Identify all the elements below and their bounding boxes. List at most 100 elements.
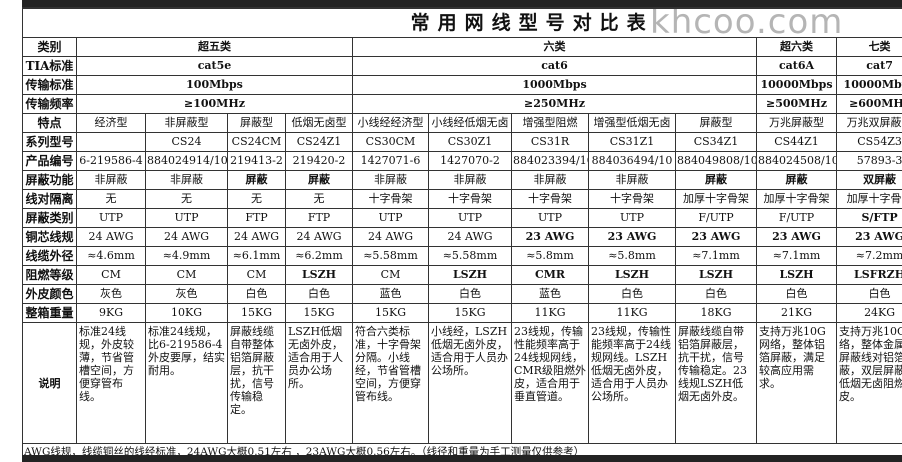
table-cell: 9KG: [76, 303, 146, 323]
table-cell: 1427071-6: [352, 151, 429, 171]
comparison-table-container: 常用网线型号对比表 类别 超五类 六类 超六类 七类 TIA标准 cat5e cat6 cat6…: [21, 7, 902, 460]
table-cell: CS30CM: [352, 132, 429, 152]
table-cell: ≈6.1mm: [227, 246, 286, 266]
table-cell: 18KG: [675, 303, 757, 323]
table-cell: 低烟无卤型: [285, 113, 353, 133]
table-row: 线缆外径 ≈4.6mm ≈4.9mm ≈6.1mm ≈6.2mm ≈5.58mm ≈5.58…: [22, 246, 902, 266]
group-freq-cell: ≥500MHz: [756, 94, 837, 114]
table-row: 产品编号 6-219586-4 884024914/10 219413-2 219420…: [22, 151, 902, 171]
table-row: 特点 经济型 非屏蔽型 屏蔽型 低烟无卤型 小线经经济型 小线经低烟无卤 增强型阻燃 增强型低烟…: [22, 113, 902, 133]
table-cell: 屏蔽: [675, 170, 757, 190]
table-cell: 57893-3: [835, 151, 902, 171]
row-label: 传输标准: [22, 75, 77, 95]
table-cell: 白色: [835, 284, 902, 304]
table-cell: 加厚十字骨架: [835, 189, 902, 209]
table-cell: 灰色: [76, 284, 146, 304]
description-cell: 标准24线规，比6-219586-4外皮要厚，结实耐用。: [145, 322, 228, 444]
table-cell: CS54Z3: [835, 132, 902, 152]
description-cell: 屏蔽线缆自带整体铝箔屏蔽层，抗干扰，信号传输稳定。: [227, 322, 286, 444]
table-cell: 无: [145, 189, 228, 209]
table-cell: 屏蔽型: [227, 113, 286, 133]
table-cell: ≈7.2mm: [835, 246, 902, 266]
table-cell: 884049808/10: [675, 151, 757, 171]
row-label: TIA标准: [22, 56, 77, 76]
table-cell: 23 AWG: [835, 227, 902, 247]
table-cell: 24 AWG: [428, 227, 512, 247]
row-label: 线缆外径: [22, 246, 77, 266]
table-cell: 10KG: [145, 303, 228, 323]
cable-comparison-table: 常用网线型号对比表 类别 超五类 六类 超六类 七类 TIA标准 cat5e cat6 cat6…: [21, 7, 902, 460]
table-row: 线对隔离无无无无十字骨架 十字骨架 十字骨架 十字骨架 加厚十字骨架 加厚十字骨架 加厚十字…: [22, 189, 902, 209]
table-cell: LSZH: [588, 265, 676, 285]
table-cell: S/FTP: [835, 208, 902, 228]
table-cell: 24 AWG: [227, 227, 286, 247]
table-cell: 884024914/10: [145, 151, 228, 171]
table-cell: 十字骨架: [588, 189, 676, 209]
table-cell: ≈5.8mm: [588, 246, 676, 266]
table-cell: 11KG: [511, 303, 589, 323]
table-cell: CM: [352, 265, 429, 285]
group-tia-cell: cat6A: [756, 56, 837, 76]
table-cell: 屏蔽: [285, 170, 353, 190]
description-cell: 支持万兆10G网络，整体铝箔屏蔽，满足较高应用需求。: [756, 322, 837, 444]
table-cell: 11KG: [588, 303, 676, 323]
table-cell: LSZH: [428, 265, 512, 285]
table-cell: CS44Z1: [756, 132, 837, 152]
table-cell: 白色: [285, 284, 353, 304]
table-cell: F/UTP: [756, 208, 837, 228]
table-row: 屏蔽类别 UTP UTP FTP FTP UTP UTP UTP UTP F/UTP F/UTP S/…: [22, 208, 902, 228]
table-cell: 小线经低烟无卤: [428, 113, 512, 133]
group-freq-cell: ≥250MHz: [352, 94, 757, 114]
table-cell: ≈7.1mm: [756, 246, 837, 266]
table-cell: ≈6.2mm: [285, 246, 353, 266]
table-row: 屏蔽功能 非屏蔽 非屏蔽 屏蔽 屏蔽 非屏蔽 非屏蔽 非屏蔽 非屏蔽 屏蔽 屏蔽 双屏蔽: [22, 170, 902, 190]
row-label: 铜芯线规: [22, 227, 77, 247]
table-cell: 白色: [588, 284, 676, 304]
table-cell: UTP: [511, 208, 589, 228]
table-cell: CM: [76, 265, 146, 285]
table-cell: CS30Z1: [428, 132, 512, 152]
table-cell: 219420-2: [285, 151, 353, 171]
table-cell: 15KG: [285, 303, 353, 323]
table-cell: 屏蔽: [756, 170, 837, 190]
table-cell: 1427070-2: [428, 151, 512, 171]
row-label: 传输频率: [22, 94, 77, 114]
table-cell: 24 AWG: [76, 227, 146, 247]
table-row: 铜芯线规 24 AWG 24 AWG 24 AWG 24 AWG 24 AWG 24 AWG…: [22, 227, 902, 247]
group-category-cell: 七类: [835, 37, 902, 57]
bottom-border-bar: [22, 455, 902, 462]
group-category-cell: 超六类: [756, 37, 837, 57]
table-cell: 增强型阻燃: [511, 113, 589, 133]
table-cell: CS31R: [511, 132, 589, 152]
table-cell: 屏蔽: [227, 170, 286, 190]
table-cell: 24 AWG: [352, 227, 429, 247]
table-cell: UTP: [76, 208, 146, 228]
row-freq: 传输频率≥100MHz≥250MHz≥500MHz≥600MHz: [22, 94, 902, 114]
table-row: 系列型号 CS24 CS24CM CS24Z1 CS30CM CS30Z1 CS31R CS3…: [22, 132, 902, 152]
group-speed-cell: 10000Mbps: [835, 75, 902, 95]
table-cell: CS34Z1: [675, 132, 757, 152]
table-row: 整箱重量 9KG 10KG 15KG 15KG 15KG 15KG 11KG 11KG 18KG 2…: [22, 303, 902, 323]
table-cell: 非屏蔽: [511, 170, 589, 190]
table-cell: CM: [145, 265, 228, 285]
table-cell: ≈4.9mm: [145, 246, 228, 266]
table-cell: 白色: [675, 284, 757, 304]
table-cell: ≈5.58mm: [352, 246, 429, 266]
row-label: 整箱重量: [22, 303, 77, 323]
table-row: 外皮颜色 灰色 灰色 白色 白色 蓝色 白色 蓝色 白色 白色 白色 白色: [22, 284, 902, 304]
row-tia: TIA标准 cat5e cat6 cat6A cat7: [22, 56, 902, 76]
table-cell: 白色: [227, 284, 286, 304]
table-cell: 24KG: [835, 303, 902, 323]
description-row: 说明 标准24线规，外皮较薄，节省管槽空间，方便穿管布线。 标准24线规，比6-21…: [22, 322, 902, 444]
row-label: 外皮颜色: [22, 284, 77, 304]
table-cell: 十字骨架: [428, 189, 512, 209]
page-title: 常用网线型号对比表: [21, 7, 902, 38]
group-tia-cell: cat7: [835, 56, 902, 76]
table-cell: 增强型低烟无卤: [588, 113, 676, 133]
table-cell: 加厚十字骨架: [675, 189, 757, 209]
table-cell: 经济型: [76, 113, 146, 133]
table-cell: LSFRZH: [835, 265, 902, 285]
group-freq-cell: ≥100MHz: [76, 94, 353, 114]
top-border-bar: [22, 0, 902, 7]
row-label: 屏蔽功能: [22, 170, 77, 190]
